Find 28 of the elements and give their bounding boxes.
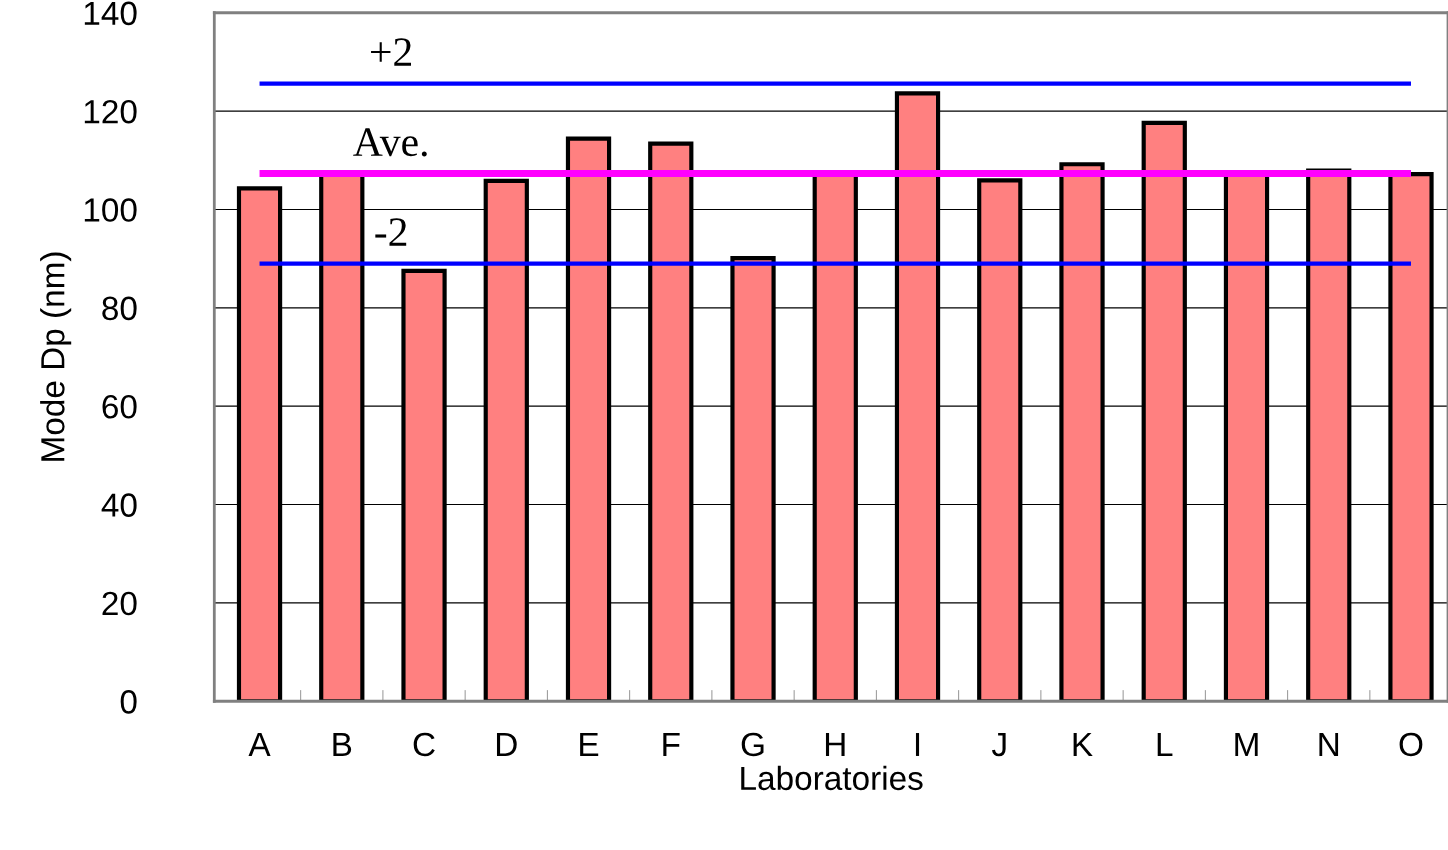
x-tick-label: J [991, 733, 1006, 757]
y-tick-label: 20 [102, 591, 137, 616]
annotation: +2 [371, 38, 411, 66]
x-tick-label: A [248, 733, 271, 756]
x-tick-label: C [413, 732, 435, 757]
x-tick-label: O [1399, 732, 1423, 757]
x-tick-label: F [663, 733, 680, 756]
annotation: Ave. [353, 128, 427, 157]
x-tick-label: K [1073, 733, 1093, 756]
x-tick-label: M [1235, 733, 1258, 756]
x-tick-label: I [915, 733, 920, 756]
x-tick-label: L [1157, 733, 1173, 756]
x-tick-label: N [1319, 733, 1339, 756]
y-tick-label: 0 [120, 690, 137, 714]
x-tick-label: E [580, 733, 599, 756]
y-tick-label: 60 [102, 394, 137, 419]
x-tick-label: D [496, 733, 517, 756]
y-tick-label: 100 [84, 198, 137, 222]
y-axis-title: Mode Dp (nm) [40, 252, 72, 461]
x-tick-label: G [741, 732, 764, 757]
x-tick-label: B [333, 733, 352, 756]
y-tick-label: 120 [84, 99, 137, 124]
y-tick-label: 40 [101, 493, 137, 517]
y-tick-label: 80 [102, 296, 137, 321]
x-axis-title: Laboratories [741, 765, 923, 791]
x-tick-label: H [825, 733, 845, 756]
annotation: -2 [375, 218, 407, 246]
y-tick-label: 140 [84, 1, 137, 26]
